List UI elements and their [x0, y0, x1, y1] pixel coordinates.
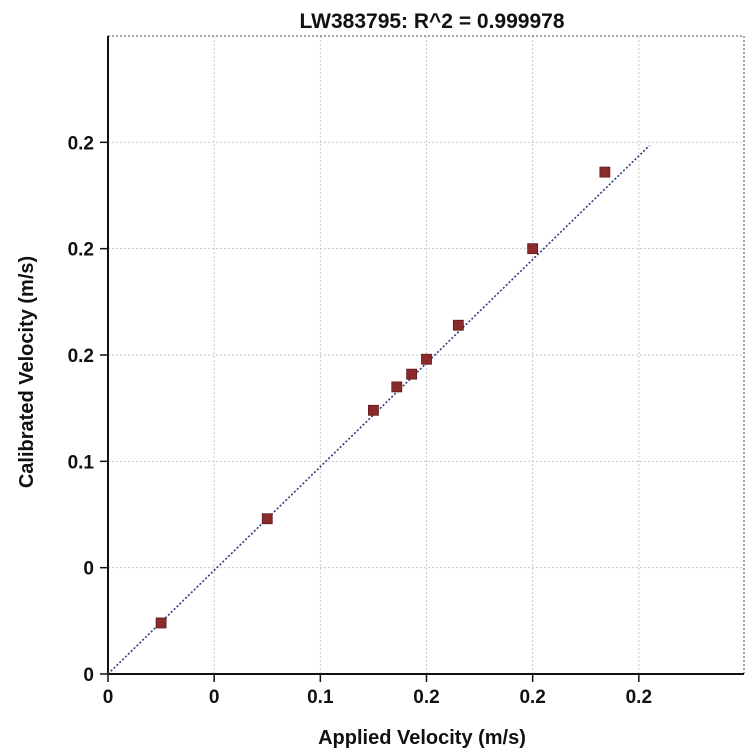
data-point — [527, 243, 539, 255]
data-point — [155, 617, 167, 629]
x-tick-label: 0.2 — [519, 687, 545, 708]
y-ticks: 0 0 0.1 0.2 0.2 0.2 — [68, 133, 108, 686]
chart-title: LW383795: R^2 = 0.999978 — [299, 10, 564, 33]
data-point — [368, 404, 379, 416]
data-point — [261, 513, 273, 525]
y-tick-label: 0 — [83, 665, 94, 686]
data-point — [406, 368, 418, 380]
x-tick-label: 0.1 — [307, 687, 334, 708]
x-ticks: 0 0 0.1 0.2 0.2 0.2 — [103, 674, 652, 708]
data-point — [421, 353, 432, 365]
y-tick-label: 0.2 — [68, 346, 94, 367]
x-tick-label: 0.2 — [626, 687, 652, 708]
y-tick-label: 0.2 — [68, 133, 94, 154]
data-point — [452, 319, 464, 331]
x-tick-label: 0 — [103, 687, 114, 708]
grid — [108, 36, 744, 674]
data-point — [599, 166, 611, 178]
y-tick-label: 0.2 — [68, 240, 94, 261]
x-tick-label: 0 — [209, 687, 220, 708]
data-points — [155, 166, 611, 629]
x-tick-label: 0.2 — [413, 687, 439, 708]
y-tick-label: 0.1 — [68, 452, 95, 473]
data-point — [391, 381, 403, 393]
y-axis-label: Calibrated Velocity (m/s) — [16, 256, 38, 488]
x-axis-label: Applied Velocity (m/s) — [318, 727, 526, 749]
y-tick-label: 0 — [83, 559, 94, 580]
